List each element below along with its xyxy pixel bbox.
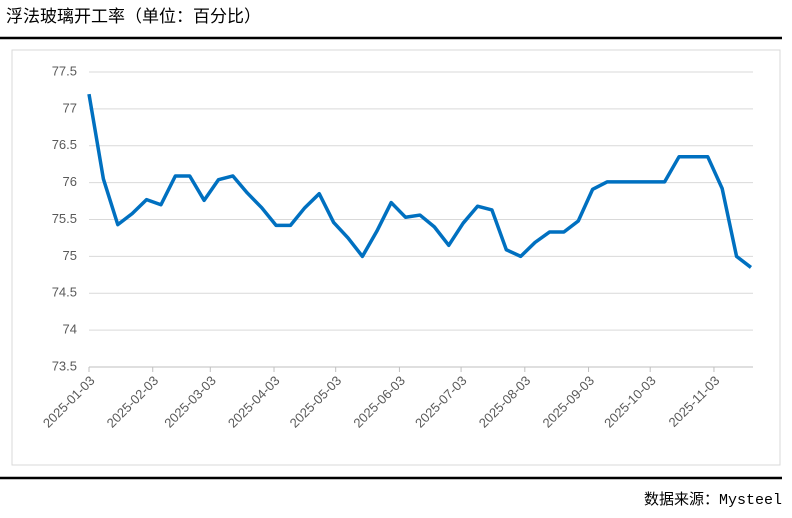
x-tick-label: 2025-05-03	[287, 373, 345, 431]
y-tick-label: 74.5	[52, 285, 77, 300]
x-tick-label: 2025-04-03	[225, 373, 283, 431]
chart-frame	[11, 49, 781, 466]
y-tick-label: 76	[63, 174, 77, 189]
data-line	[87, 93, 753, 269]
source: 数据来源：Mysteel	[644, 491, 782, 509]
x-tick-label: 2025-06-03	[350, 373, 408, 431]
x-tick-label: 2025-01-03	[40, 373, 98, 431]
x-tick-label: 2025-07-03	[412, 373, 470, 431]
x-tick-label: 2025-02-03	[104, 373, 162, 431]
x-tick-label: 2025-08-03	[476, 373, 534, 431]
y-tick-label: 73.5	[52, 358, 77, 373]
y-tick-label: 77	[63, 100, 77, 115]
x-tick-label: 2025-09-03	[539, 373, 597, 431]
x-tick-label: 2025-03-03	[161, 373, 219, 431]
x-tick-label: 2025-10-03	[601, 373, 659, 431]
x-tick-label: 2025-11-03	[666, 373, 723, 430]
y-tick-label: 75	[63, 248, 77, 263]
chart-title: 浮法玻璃开工率（单位：百分比）	[6, 7, 261, 26]
y-tick-label: 76.5	[52, 137, 77, 152]
y-tick-label: 75.5	[52, 211, 77, 226]
y-tick-label: 74	[63, 322, 77, 337]
y-tick-label: 77.5	[52, 63, 77, 78]
